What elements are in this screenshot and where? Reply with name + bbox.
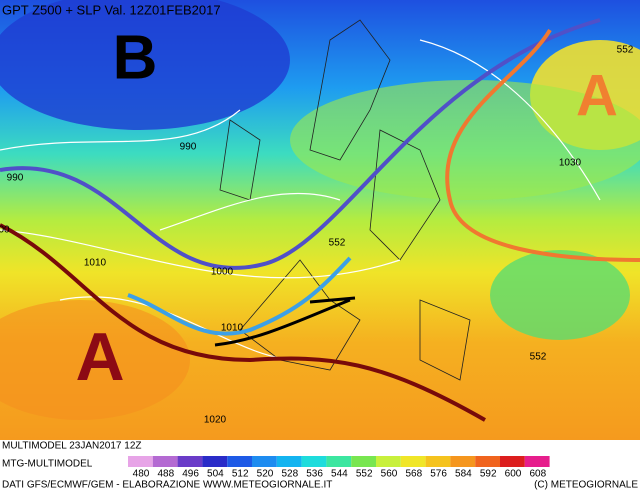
legend-value: 520 xyxy=(257,469,274,480)
isobar-label: 1030 xyxy=(559,158,582,169)
isobar-label: 990 xyxy=(7,173,24,184)
isobar-label: 1010 xyxy=(84,258,107,269)
map-title: GPT Z500 + SLP Val. 12Z01FEB2017 xyxy=(2,2,221,17)
pressure-system: A xyxy=(75,319,124,395)
legend-value: 552 xyxy=(356,469,373,480)
legend-value: 600 xyxy=(505,469,522,480)
legend-value: 584 xyxy=(455,469,472,480)
legend-value: 528 xyxy=(281,469,298,480)
height-label: 552 xyxy=(329,238,346,249)
legend-swatch xyxy=(500,456,525,467)
legend-value: 512 xyxy=(232,469,249,480)
isobar-label: 1000 xyxy=(211,267,234,278)
legend-value: 488 xyxy=(157,469,174,480)
legend-swatch xyxy=(326,456,352,467)
legend-swatch xyxy=(227,456,252,467)
legend-value: 504 xyxy=(207,469,224,480)
legend-swatch xyxy=(276,456,302,467)
height-label: 552 xyxy=(530,352,547,363)
isobar-label: 990 xyxy=(180,142,197,153)
legend-value: 536 xyxy=(306,469,323,480)
height-label: 552 xyxy=(617,45,634,56)
source-label: DATI GFS/ECMWF/GEM - ELABORAZIONE WWW.ME… xyxy=(2,480,332,491)
legend-swatch xyxy=(128,456,153,467)
legend-value: 592 xyxy=(480,469,497,480)
isobar-label: 1020 xyxy=(204,415,227,426)
isobar-label: 1010 xyxy=(221,323,244,334)
legend-swatch xyxy=(524,456,550,467)
run-label: MULTIMODEL 23JAN2017 12Z xyxy=(2,441,142,452)
legend-swatch xyxy=(450,456,476,467)
model-label: MTG-MULTIMODEL xyxy=(2,459,93,470)
legend-value: 560 xyxy=(381,469,398,480)
legend-value: 576 xyxy=(430,469,447,480)
labels: B A A 990 990 1000 1010 1010 1020 1030 00 552 552 552 xyxy=(0,23,634,425)
legend-value: 480 xyxy=(133,469,150,480)
legend-swatch xyxy=(202,456,228,467)
legend-swatch xyxy=(177,456,203,467)
legend-swatch xyxy=(376,456,401,467)
legend-swatch xyxy=(252,456,277,467)
legend-swatch xyxy=(152,456,178,467)
legend-value: 544 xyxy=(331,469,348,480)
isobar-label: 00 xyxy=(0,225,10,236)
legend-swatch xyxy=(351,456,376,467)
pressure-system: A xyxy=(576,63,618,128)
legend-swatch xyxy=(301,456,327,467)
legend-swatch xyxy=(475,456,500,467)
legend-value: 608 xyxy=(529,469,546,480)
legend-swatch xyxy=(400,456,426,467)
map-field xyxy=(0,0,640,440)
legend-value: 496 xyxy=(182,469,199,480)
copyright-label: (C) METEOGIORNALE xyxy=(534,480,638,491)
legend-value: 568 xyxy=(405,469,422,480)
pressure-system: B xyxy=(113,23,158,92)
legend-swatch xyxy=(425,456,451,467)
